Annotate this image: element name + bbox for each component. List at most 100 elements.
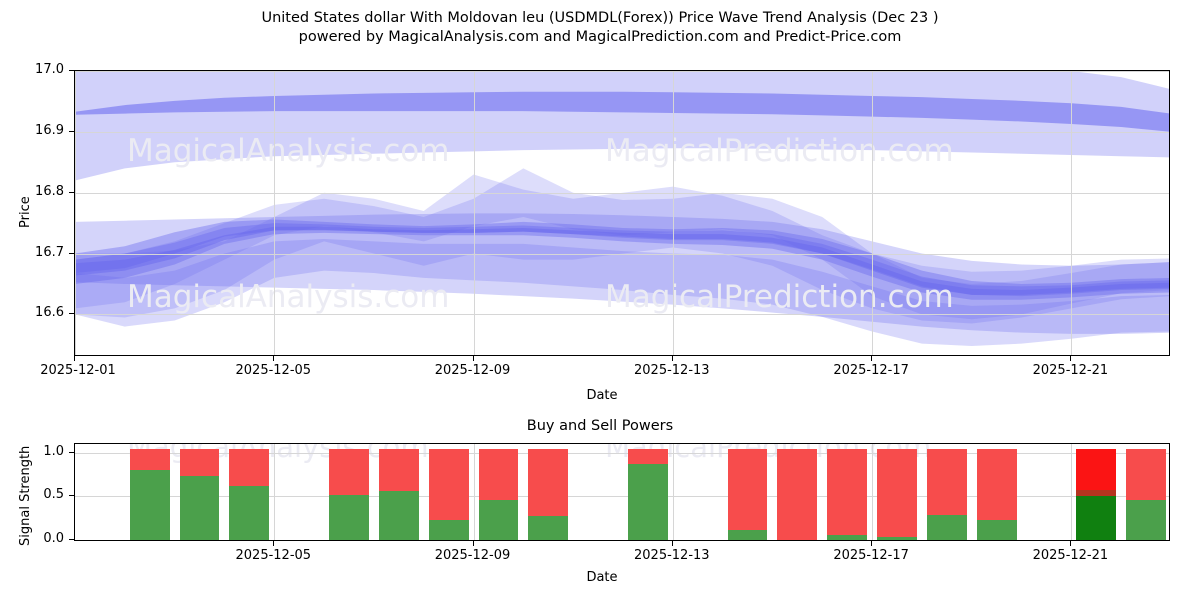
- bar-2025-12-15[interactable]: [777, 449, 818, 540]
- bar-2025-12-07[interactable]: [378, 449, 419, 540]
- bar-2025-12-21[interactable]: [1076, 449, 1117, 540]
- wave-band-upper-band-core: [75, 91, 1169, 132]
- bar-buy-segment: [528, 516, 569, 540]
- power-xtickmark-3: [871, 541, 873, 546]
- bar-buy-segment: [478, 500, 519, 540]
- wave-band-wave-core-3: [75, 226, 1169, 295]
- bar-buy-segment: [129, 470, 170, 540]
- bar-buy-segment: [627, 463, 668, 540]
- bar-sell-segment: [478, 449, 519, 501]
- bar-sell-segment: [827, 449, 868, 536]
- bar-sell-segment: [129, 449, 170, 471]
- gridline-y-16.6: [75, 314, 1169, 316]
- gridline-power-0.0: [75, 539, 1169, 540]
- bar-buy-segment: [727, 530, 768, 540]
- price-ytickmark-16.7: [69, 252, 74, 254]
- bar-sell-segment: [1126, 449, 1166, 501]
- wave-band-wave-core-2: [75, 223, 1169, 300]
- bar-sell-segment: [428, 449, 469, 521]
- power-xtickmark-4: [1070, 541, 1072, 546]
- bar-buy-segment: [827, 535, 868, 540]
- gridline-x-2025-12-01: [75, 71, 76, 355]
- gridline-x-2025-12-17: [872, 71, 874, 355]
- price-wave-bands: [75, 71, 1169, 347]
- price-xtick-2025-12-21: 2025-12-21: [1032, 363, 1109, 378]
- gridline-x-2025-12-21: [1071, 71, 1073, 355]
- gridline-power-x-2025-12-05: [274, 444, 276, 540]
- bar-buy-segment: [1076, 494, 1117, 540]
- bar-2025-12-12[interactable]: [627, 449, 668, 540]
- price-ytickmark-16.6: [69, 313, 74, 315]
- power-ytick-0.5: 0.5: [43, 487, 64, 503]
- bar-sell-segment: [777, 449, 818, 540]
- bar-sell-segment: [378, 449, 419, 491]
- bar-2025-12-16[interactable]: [827, 449, 868, 540]
- gridline-power-1.0: [75, 452, 1169, 454]
- power-chart-plot-area: MagicalAnalysis.com MagicalPrediction.co…: [74, 443, 1170, 541]
- bar-sell-segment: [329, 449, 369, 495]
- power-yaxis-label: Signal Strength: [18, 445, 33, 546]
- price-xtick-2025-12-09: 2025-12-09: [434, 363, 511, 378]
- bar-sell-segment: [727, 449, 768, 531]
- bar-sell-segment: [528, 449, 569, 517]
- power-ytick-0.0: 0.0: [43, 530, 64, 546]
- bar-2025-12-09[interactable]: [478, 449, 519, 540]
- price-ytick-16.7: 16.7: [35, 244, 64, 260]
- price-yaxis-label: Price: [18, 196, 33, 228]
- power-xtick-2025-12-05: 2025-12-05: [235, 548, 312, 563]
- bar-2025-12-10[interactable]: [528, 449, 569, 540]
- bar-2025-12-18[interactable]: [926, 449, 967, 540]
- gridline-power-0.5: [75, 496, 1169, 498]
- bar-buy-segment: [926, 514, 967, 540]
- bar-2025-12-14[interactable]: [727, 449, 768, 540]
- price-xtick-2025-12-13: 2025-12-13: [634, 363, 710, 378]
- bar-2025-12-22[interactable]: [1126, 449, 1166, 540]
- gridline-y-16.9: [75, 131, 1169, 133]
- bar-2025-12-02[interactable]: [129, 449, 170, 540]
- power-xtick-2025-12-09: 2025-12-09: [434, 548, 511, 563]
- wave-band-wave-low-tail: [75, 238, 1169, 347]
- figure-title: United States dollar With Moldovan leu (…: [0, 9, 1200, 47]
- power-xtick-2025-12-21: 2025-12-21: [1032, 548, 1109, 563]
- bar-buy-segment: [877, 537, 917, 540]
- bar-2025-12-03[interactable]: [179, 449, 220, 540]
- gridline-y-17.0: [75, 71, 1169, 72]
- price-xtick-2025-12-01: 2025-12-01: [40, 363, 116, 378]
- bar-overlap-band: [1076, 489, 1117, 496]
- price-xtickmark-2: [472, 356, 474, 361]
- price-xtickmark-0: [74, 356, 76, 361]
- bar-2025-12-08[interactable]: [428, 449, 469, 540]
- bar-sell-segment: [976, 449, 1017, 521]
- power-xtickmark-0: [273, 541, 275, 546]
- power-xtick-2025-12-17: 2025-12-17: [833, 548, 909, 563]
- bar-2025-12-17[interactable]: [877, 449, 917, 540]
- bar-2025-12-06[interactable]: [329, 449, 369, 540]
- price-ytick-16.9: 16.9: [35, 122, 64, 138]
- bar-2025-12-04[interactable]: [229, 449, 270, 540]
- power-ytickmark-0.0: [69, 538, 74, 540]
- figure-title-line1: United States dollar With Moldovan leu (…: [261, 10, 939, 26]
- power-ytick-1.0: 1.0: [43, 443, 64, 459]
- gridline-x-2025-12-13: [672, 71, 674, 355]
- bar-buy-segment: [378, 491, 419, 540]
- bar-sell-segment: [229, 449, 270, 486]
- wave-band-wave-core-1: [75, 219, 1169, 297]
- price-xtick-2025-12-05: 2025-12-05: [235, 363, 312, 378]
- power-xtick-2025-12-13: 2025-12-13: [634, 548, 710, 563]
- power-xtickmark-2: [671, 541, 673, 546]
- price-xtickmark-5: [1070, 356, 1072, 361]
- bar-2025-12-19[interactable]: [976, 449, 1017, 540]
- power-ytickmark-1.0: [69, 451, 74, 453]
- bar-buy-segment: [229, 485, 270, 540]
- wave-band-lower-band-envelope: [75, 213, 1169, 334]
- gridline-power-x-2025-12-13: [672, 444, 674, 540]
- price-xaxis-label: Date: [586, 388, 618, 403]
- gridline-power-x-2025-12-09: [473, 444, 475, 540]
- price-xtick-2025-12-17: 2025-12-17: [833, 363, 909, 378]
- figure-title-line2: powered by MagicalAnalysis.com and Magic…: [298, 29, 902, 45]
- gridline-power-x-2025-12-21: [1071, 444, 1073, 540]
- gridline-x-2025-12-09: [473, 71, 475, 355]
- wave-band-wave-spike-b: [75, 168, 1169, 320]
- wave-band-upper-band-outer: [75, 71, 1169, 181]
- power-ytickmark-0.5: [69, 495, 74, 497]
